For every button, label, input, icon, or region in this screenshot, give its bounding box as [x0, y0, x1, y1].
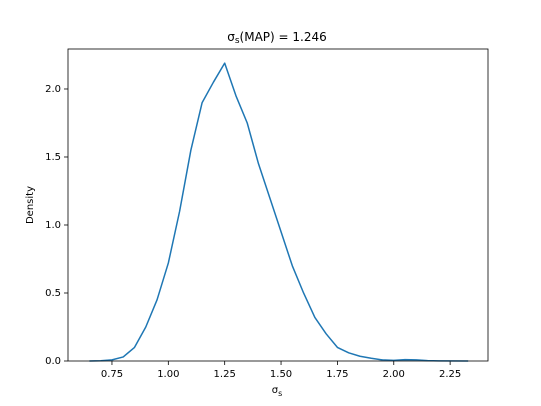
x-tick-label: 2.25	[439, 369, 461, 380]
x-tick-label: 1.00	[157, 369, 179, 380]
x-axis-label: σs	[272, 385, 283, 398]
x-tick-label: 1.25	[214, 369, 236, 380]
y-tick-label: 0.0	[45, 356, 61, 367]
y-tick-label: 2.0	[45, 84, 61, 95]
chart-title: σs(MAP) = 1.246	[227, 30, 327, 46]
x-tick-label: 1.75	[326, 369, 348, 380]
title-symbol: σ	[227, 30, 235, 44]
x-tick-label: 2.00	[383, 369, 405, 380]
y-tick-label: 0.5	[45, 288, 61, 299]
x-tick-label: 0.75	[101, 369, 123, 380]
title-subscript: s	[235, 36, 240, 46]
x-tick-label: 1.50	[270, 369, 292, 380]
plot-frame	[67, 48, 489, 362]
xlabel-subscript: s	[278, 389, 282, 398]
density-line	[89, 62, 469, 362]
title-text: (MAP) = 1.246	[240, 30, 327, 44]
y-tick-label: 1.0	[45, 220, 61, 231]
y-axis-label: Density	[25, 186, 36, 224]
xlabel-symbol: σ	[272, 385, 279, 396]
y-tick-label: 1.5	[45, 152, 61, 163]
